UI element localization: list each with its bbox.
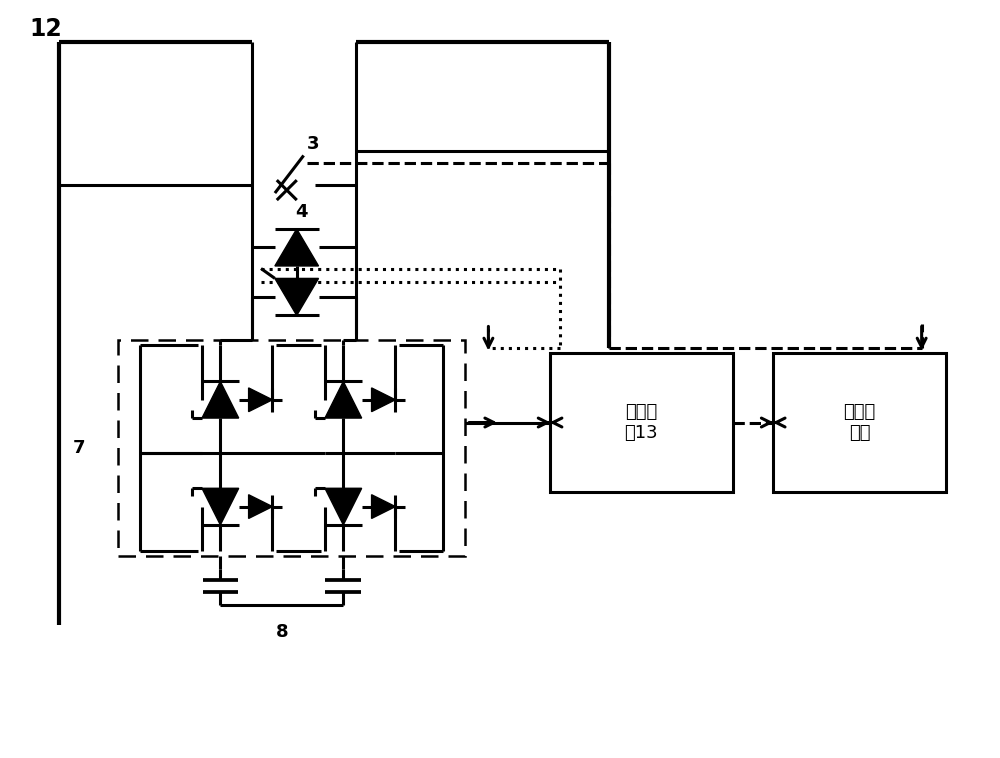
- Text: 4: 4: [295, 203, 308, 221]
- Bar: [773, 353, 946, 492]
- Text: 上层控
制器: 上层控 制器: [843, 403, 876, 442]
- Text: 3: 3: [307, 134, 319, 152]
- Polygon shape: [372, 495, 395, 518]
- Polygon shape: [325, 488, 362, 525]
- Polygon shape: [372, 388, 395, 412]
- Polygon shape: [325, 381, 362, 418]
- Polygon shape: [202, 381, 239, 418]
- Text: 8: 8: [276, 623, 288, 641]
- Polygon shape: [249, 388, 272, 412]
- Polygon shape: [275, 229, 319, 266]
- Bar: [550, 353, 733, 492]
- Text: 主控制
器13: 主控制 器13: [625, 403, 658, 442]
- Text: 7: 7: [72, 439, 85, 457]
- Polygon shape: [202, 488, 239, 525]
- Polygon shape: [249, 495, 272, 518]
- Text: 12: 12: [29, 17, 62, 41]
- Polygon shape: [275, 278, 319, 315]
- Bar: [118, 340, 465, 556]
